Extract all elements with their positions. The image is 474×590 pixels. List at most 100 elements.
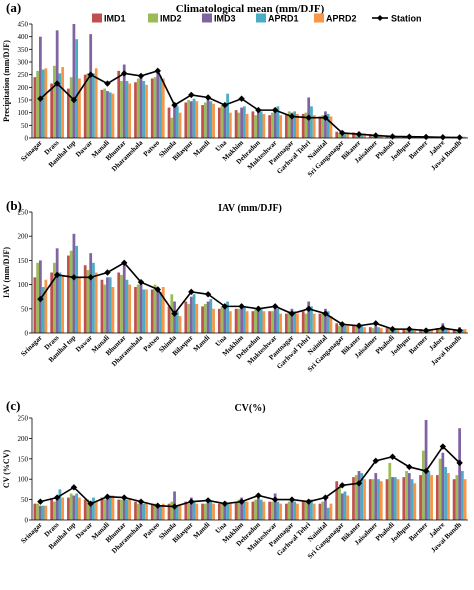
bar-imd1 xyxy=(318,313,322,333)
station-marker xyxy=(104,493,111,500)
bar-imd2 xyxy=(304,313,308,333)
x-tick-label: Barmer xyxy=(407,139,429,161)
bar-aprd2 xyxy=(312,313,316,333)
bar-aprd1 xyxy=(41,505,45,520)
y-tick-label: 150 xyxy=(18,97,29,105)
station-marker xyxy=(87,274,94,281)
bar-imd1 xyxy=(435,475,439,520)
bar-aprd1 xyxy=(142,503,146,520)
bar-aprd1 xyxy=(377,327,380,333)
station-marker xyxy=(238,303,245,310)
bar-imd3 xyxy=(206,98,210,138)
station-marker xyxy=(439,324,447,332)
bar-imd3 xyxy=(290,501,294,520)
bar-imd3 xyxy=(240,497,243,520)
bar-imd1 xyxy=(150,289,154,333)
bar-aprd2 xyxy=(161,287,165,333)
bar-imd2 xyxy=(338,325,341,333)
panel-label: (b) xyxy=(6,198,22,213)
bar-aprd1 xyxy=(108,92,112,138)
y-tick-label: 150 xyxy=(18,257,29,265)
bar-imd1 xyxy=(368,134,372,138)
bar-aprd2 xyxy=(61,67,65,138)
bar-aprd2 xyxy=(346,495,350,520)
bar-imd2 xyxy=(338,132,341,138)
bar-aprd1 xyxy=(293,111,297,138)
bar-imd2 xyxy=(220,306,224,333)
station-marker xyxy=(221,303,229,310)
bar-imd2 xyxy=(220,503,224,520)
bar-aprd1 xyxy=(142,81,146,138)
station-marker xyxy=(355,480,363,487)
y-tick-label: 400 xyxy=(18,33,29,41)
chart-panel-2: (b) IAV (mm/DJF) 0 50 100 150 200 250 IAV (mm/DJ… xyxy=(2,198,468,373)
station-marker xyxy=(406,463,413,471)
station-marker xyxy=(288,310,296,317)
bar-imd3 xyxy=(173,102,176,138)
station-marker xyxy=(104,269,111,276)
bar-imd2 xyxy=(153,284,157,333)
bar-imd1 xyxy=(251,501,255,520)
bar-imd1 xyxy=(234,308,238,333)
bar-aprd1 xyxy=(159,291,162,333)
bar-imd3 xyxy=(139,501,143,520)
bar-imd2 xyxy=(254,499,258,520)
bar-imd2 xyxy=(354,133,358,138)
bar-imd2 xyxy=(187,503,190,520)
bar-imd3 xyxy=(122,64,126,138)
bar-aprd1 xyxy=(226,503,229,520)
bar-aprd2 xyxy=(212,308,215,333)
station-marker xyxy=(53,494,61,501)
bar-imd1 xyxy=(217,503,221,520)
bar-aprd2 xyxy=(296,113,299,138)
bar-imd3 xyxy=(55,497,59,520)
bar-imd2 xyxy=(203,303,207,333)
station-marker xyxy=(188,91,195,99)
chart-title: IAV (mm/DJF) xyxy=(218,203,282,214)
bar-imd2 xyxy=(53,65,56,138)
bar-aprd1 xyxy=(393,477,397,520)
station-marker xyxy=(406,325,413,333)
x-tick-label: Barmer xyxy=(407,521,429,543)
station-marker xyxy=(204,497,212,504)
bar-aprd1 xyxy=(142,289,146,333)
station-marker xyxy=(456,327,463,334)
bar-aprd1 xyxy=(276,308,280,333)
bar-imd1 xyxy=(452,329,456,333)
bar-imd1 xyxy=(352,325,355,333)
bar-imd1 xyxy=(419,329,422,333)
bar-imd1 xyxy=(117,499,121,520)
bar-imd1 xyxy=(251,311,255,333)
bar-imd2 xyxy=(388,329,392,333)
bar-aprd2 xyxy=(262,311,266,333)
chart-panel-1: (a) Climatological mean (mm/DJF) 0 50 100 150… xyxy=(2,0,468,178)
station-marker xyxy=(171,310,178,317)
station-marker xyxy=(154,67,161,75)
bar-aprd2 xyxy=(346,325,350,333)
bar-imd2 xyxy=(153,503,157,520)
bar-aprd2 xyxy=(78,497,81,520)
bar-aprd1 xyxy=(276,106,280,138)
bar-imd2 xyxy=(153,77,157,138)
station-marker xyxy=(439,443,447,450)
station-marker xyxy=(221,101,229,109)
station-marker xyxy=(288,113,296,120)
bar-imd2 xyxy=(136,78,140,138)
station-marker xyxy=(221,500,229,507)
bar-imd2 xyxy=(371,134,375,138)
bar-aprd2 xyxy=(279,313,283,333)
legend-swatch-aprd1 xyxy=(256,13,266,23)
bar-imd3 xyxy=(139,77,143,138)
bar-aprd2 xyxy=(463,479,467,520)
bar-imd2 xyxy=(304,501,308,520)
x-tick-label: Srinagar xyxy=(19,521,43,545)
x-tick-label: Srinagar xyxy=(19,334,43,358)
station-marker xyxy=(37,95,44,102)
bar-aprd1 xyxy=(326,113,330,138)
bar-imd1 xyxy=(217,308,221,333)
bar-imd2 xyxy=(69,250,73,333)
bar-imd3 xyxy=(55,248,59,333)
station-marker xyxy=(104,80,111,87)
y-axis-label: IAV (mm/DJF) xyxy=(2,247,11,298)
